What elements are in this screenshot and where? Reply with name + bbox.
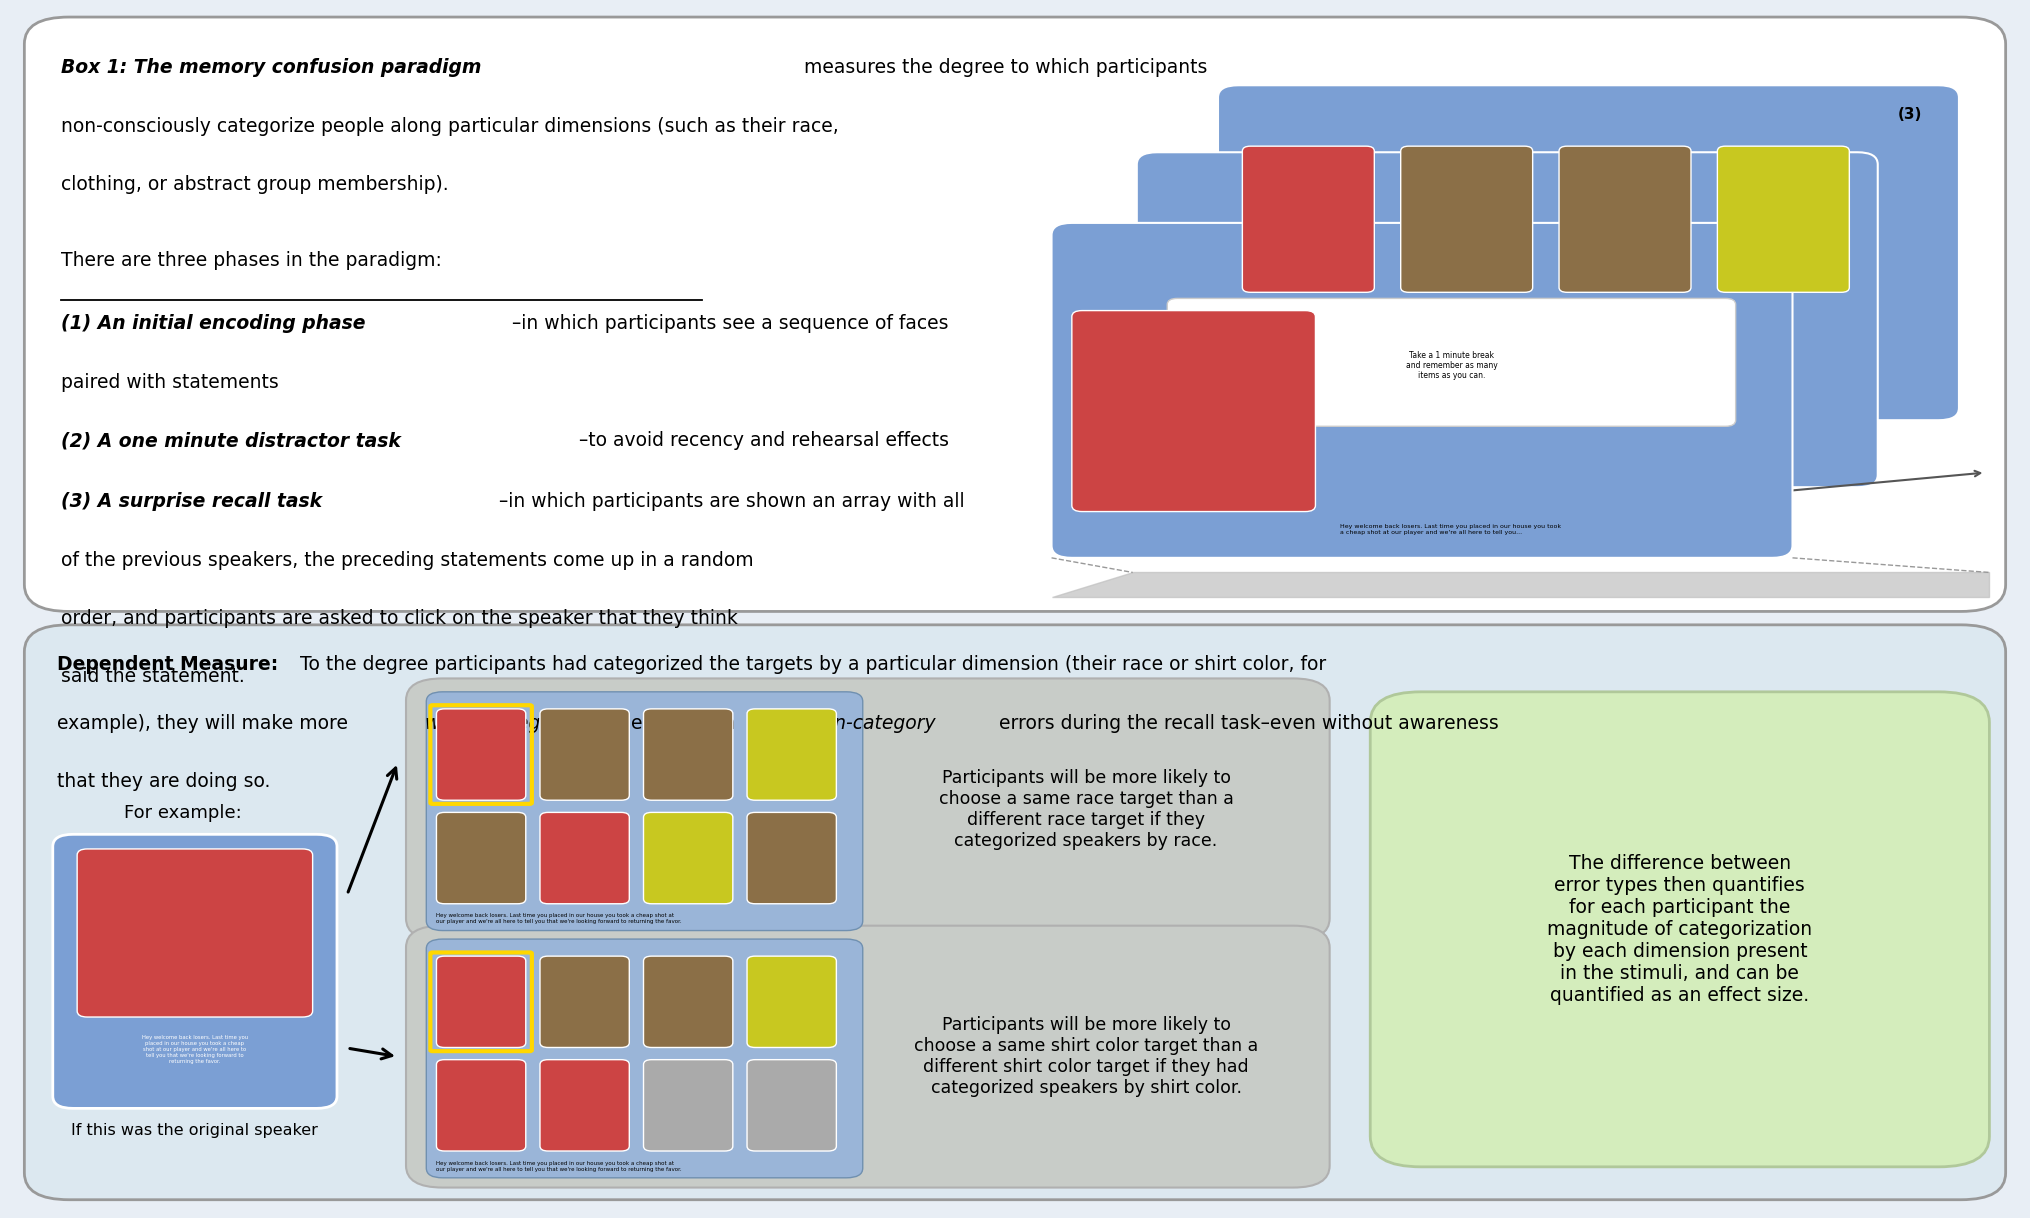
- FancyBboxPatch shape: [1401, 146, 1533, 292]
- FancyBboxPatch shape: [24, 625, 2006, 1200]
- Text: non-consciously categorize people along particular dimensions (such as their rac: non-consciously categorize people along …: [61, 117, 838, 136]
- Text: that they are doing so.: that they are doing so.: [57, 772, 270, 792]
- Text: –to avoid recency and rehearsal effects: –to avoid recency and rehearsal effects: [579, 431, 948, 451]
- Polygon shape: [1052, 572, 1989, 597]
- Text: If this was the original speaker: If this was the original speaker: [71, 1123, 319, 1138]
- FancyBboxPatch shape: [1370, 692, 1989, 1167]
- Text: To the degree participants had categorized the targets by a particular dimension: To the degree participants had categoriz…: [288, 655, 1326, 675]
- Text: (1): (1): [1732, 245, 1756, 259]
- Text: (2) A one minute distractor task: (2) A one minute distractor task: [61, 431, 400, 451]
- FancyBboxPatch shape: [1559, 146, 1691, 292]
- Text: paired with statements: paired with statements: [61, 373, 278, 392]
- FancyBboxPatch shape: [540, 1060, 629, 1151]
- Text: –in which participants are shown an array with all: –in which participants are shown an arra…: [499, 492, 964, 512]
- FancyBboxPatch shape: [1717, 146, 1849, 292]
- FancyBboxPatch shape: [644, 812, 733, 904]
- Text: Dependent Measure:: Dependent Measure:: [57, 655, 278, 675]
- Text: (1) An initial encoding phase: (1) An initial encoding phase: [61, 314, 365, 334]
- Text: between-category: between-category: [765, 714, 936, 733]
- Text: For example:: For example:: [124, 804, 242, 822]
- Text: Take a 1 minute break
and remember as many
items as you can.: Take a 1 minute break and remember as ma…: [1405, 351, 1498, 380]
- FancyBboxPatch shape: [644, 956, 733, 1047]
- FancyBboxPatch shape: [406, 926, 1330, 1188]
- Text: example), they will make more: example), they will make more: [57, 714, 353, 733]
- Text: (2): (2): [1817, 174, 1841, 189]
- Text: Hey welcome back losers. Last time you placed in our house you took a cheap shot: Hey welcome back losers. Last time you p…: [436, 1161, 682, 1172]
- FancyBboxPatch shape: [24, 17, 2006, 611]
- Text: Hey welcome back losers. Last time you placed in our house you took
a cheap shot: Hey welcome back losers. Last time you p…: [1340, 524, 1561, 535]
- FancyBboxPatch shape: [77, 849, 313, 1017]
- FancyBboxPatch shape: [747, 1060, 836, 1151]
- FancyBboxPatch shape: [747, 812, 836, 904]
- Text: of the previous speakers, the preceding statements come up in a random: of the previous speakers, the preceding …: [61, 551, 753, 570]
- FancyBboxPatch shape: [1137, 152, 1878, 487]
- Text: clothing, or abstract group membership).: clothing, or abstract group membership).: [61, 175, 449, 195]
- Text: There are three phases in the paradigm:: There are three phases in the paradigm:: [61, 251, 443, 270]
- FancyBboxPatch shape: [436, 1060, 526, 1151]
- Text: (3) A surprise recall task: (3) A surprise recall task: [61, 492, 323, 512]
- Text: –in which participants see a sequence of faces: –in which participants see a sequence of…: [512, 314, 948, 334]
- Text: order, and participants are asked to click on the speaker that they think: order, and participants are asked to cli…: [61, 609, 737, 628]
- Text: Hey welcome back losers. Last time you
placed in our house you took a cheap
shot: Hey welcome back losers. Last time you p…: [142, 1035, 248, 1063]
- Text: Hey welcome back losers. Last time you placed in our house you took a cheap shot: Hey welcome back losers. Last time you p…: [436, 914, 682, 924]
- Text: measures the degree to which participants: measures the degree to which participant…: [798, 58, 1208, 78]
- FancyBboxPatch shape: [426, 939, 863, 1178]
- FancyBboxPatch shape: [1072, 311, 1315, 512]
- Text: (3): (3): [1898, 107, 1922, 122]
- Text: The difference between
error types then quantifies
for each participant the
magn: The difference between error types then …: [1547, 854, 1813, 1005]
- FancyBboxPatch shape: [644, 709, 733, 800]
- FancyBboxPatch shape: [1167, 298, 1736, 426]
- Text: errors than: errors than: [625, 714, 741, 733]
- FancyBboxPatch shape: [540, 812, 629, 904]
- FancyBboxPatch shape: [406, 678, 1330, 940]
- FancyBboxPatch shape: [53, 834, 337, 1108]
- FancyBboxPatch shape: [747, 709, 836, 800]
- FancyBboxPatch shape: [1242, 146, 1374, 292]
- FancyBboxPatch shape: [436, 812, 526, 904]
- FancyBboxPatch shape: [1218, 85, 1959, 420]
- Text: said the statement.: said the statement.: [61, 667, 246, 687]
- FancyBboxPatch shape: [540, 709, 629, 800]
- FancyBboxPatch shape: [1052, 223, 1792, 558]
- FancyBboxPatch shape: [436, 956, 526, 1047]
- FancyBboxPatch shape: [747, 956, 836, 1047]
- FancyBboxPatch shape: [540, 956, 629, 1047]
- Text: Participants will be more likely to
choose a same race target than a
different r: Participants will be more likely to choo…: [938, 769, 1234, 850]
- FancyBboxPatch shape: [426, 692, 863, 931]
- FancyBboxPatch shape: [436, 709, 526, 800]
- FancyBboxPatch shape: [644, 1060, 733, 1151]
- Text: within-category: within-category: [424, 714, 570, 733]
- Text: Box 1: The memory confusion paradigm: Box 1: The memory confusion paradigm: [61, 58, 481, 78]
- Text: errors during the recall task–even without awareness: errors during the recall task–even witho…: [993, 714, 1498, 733]
- Text: Participants will be more likely to
choose a same shirt color target than a
diff: Participants will be more likely to choo…: [914, 1016, 1259, 1097]
